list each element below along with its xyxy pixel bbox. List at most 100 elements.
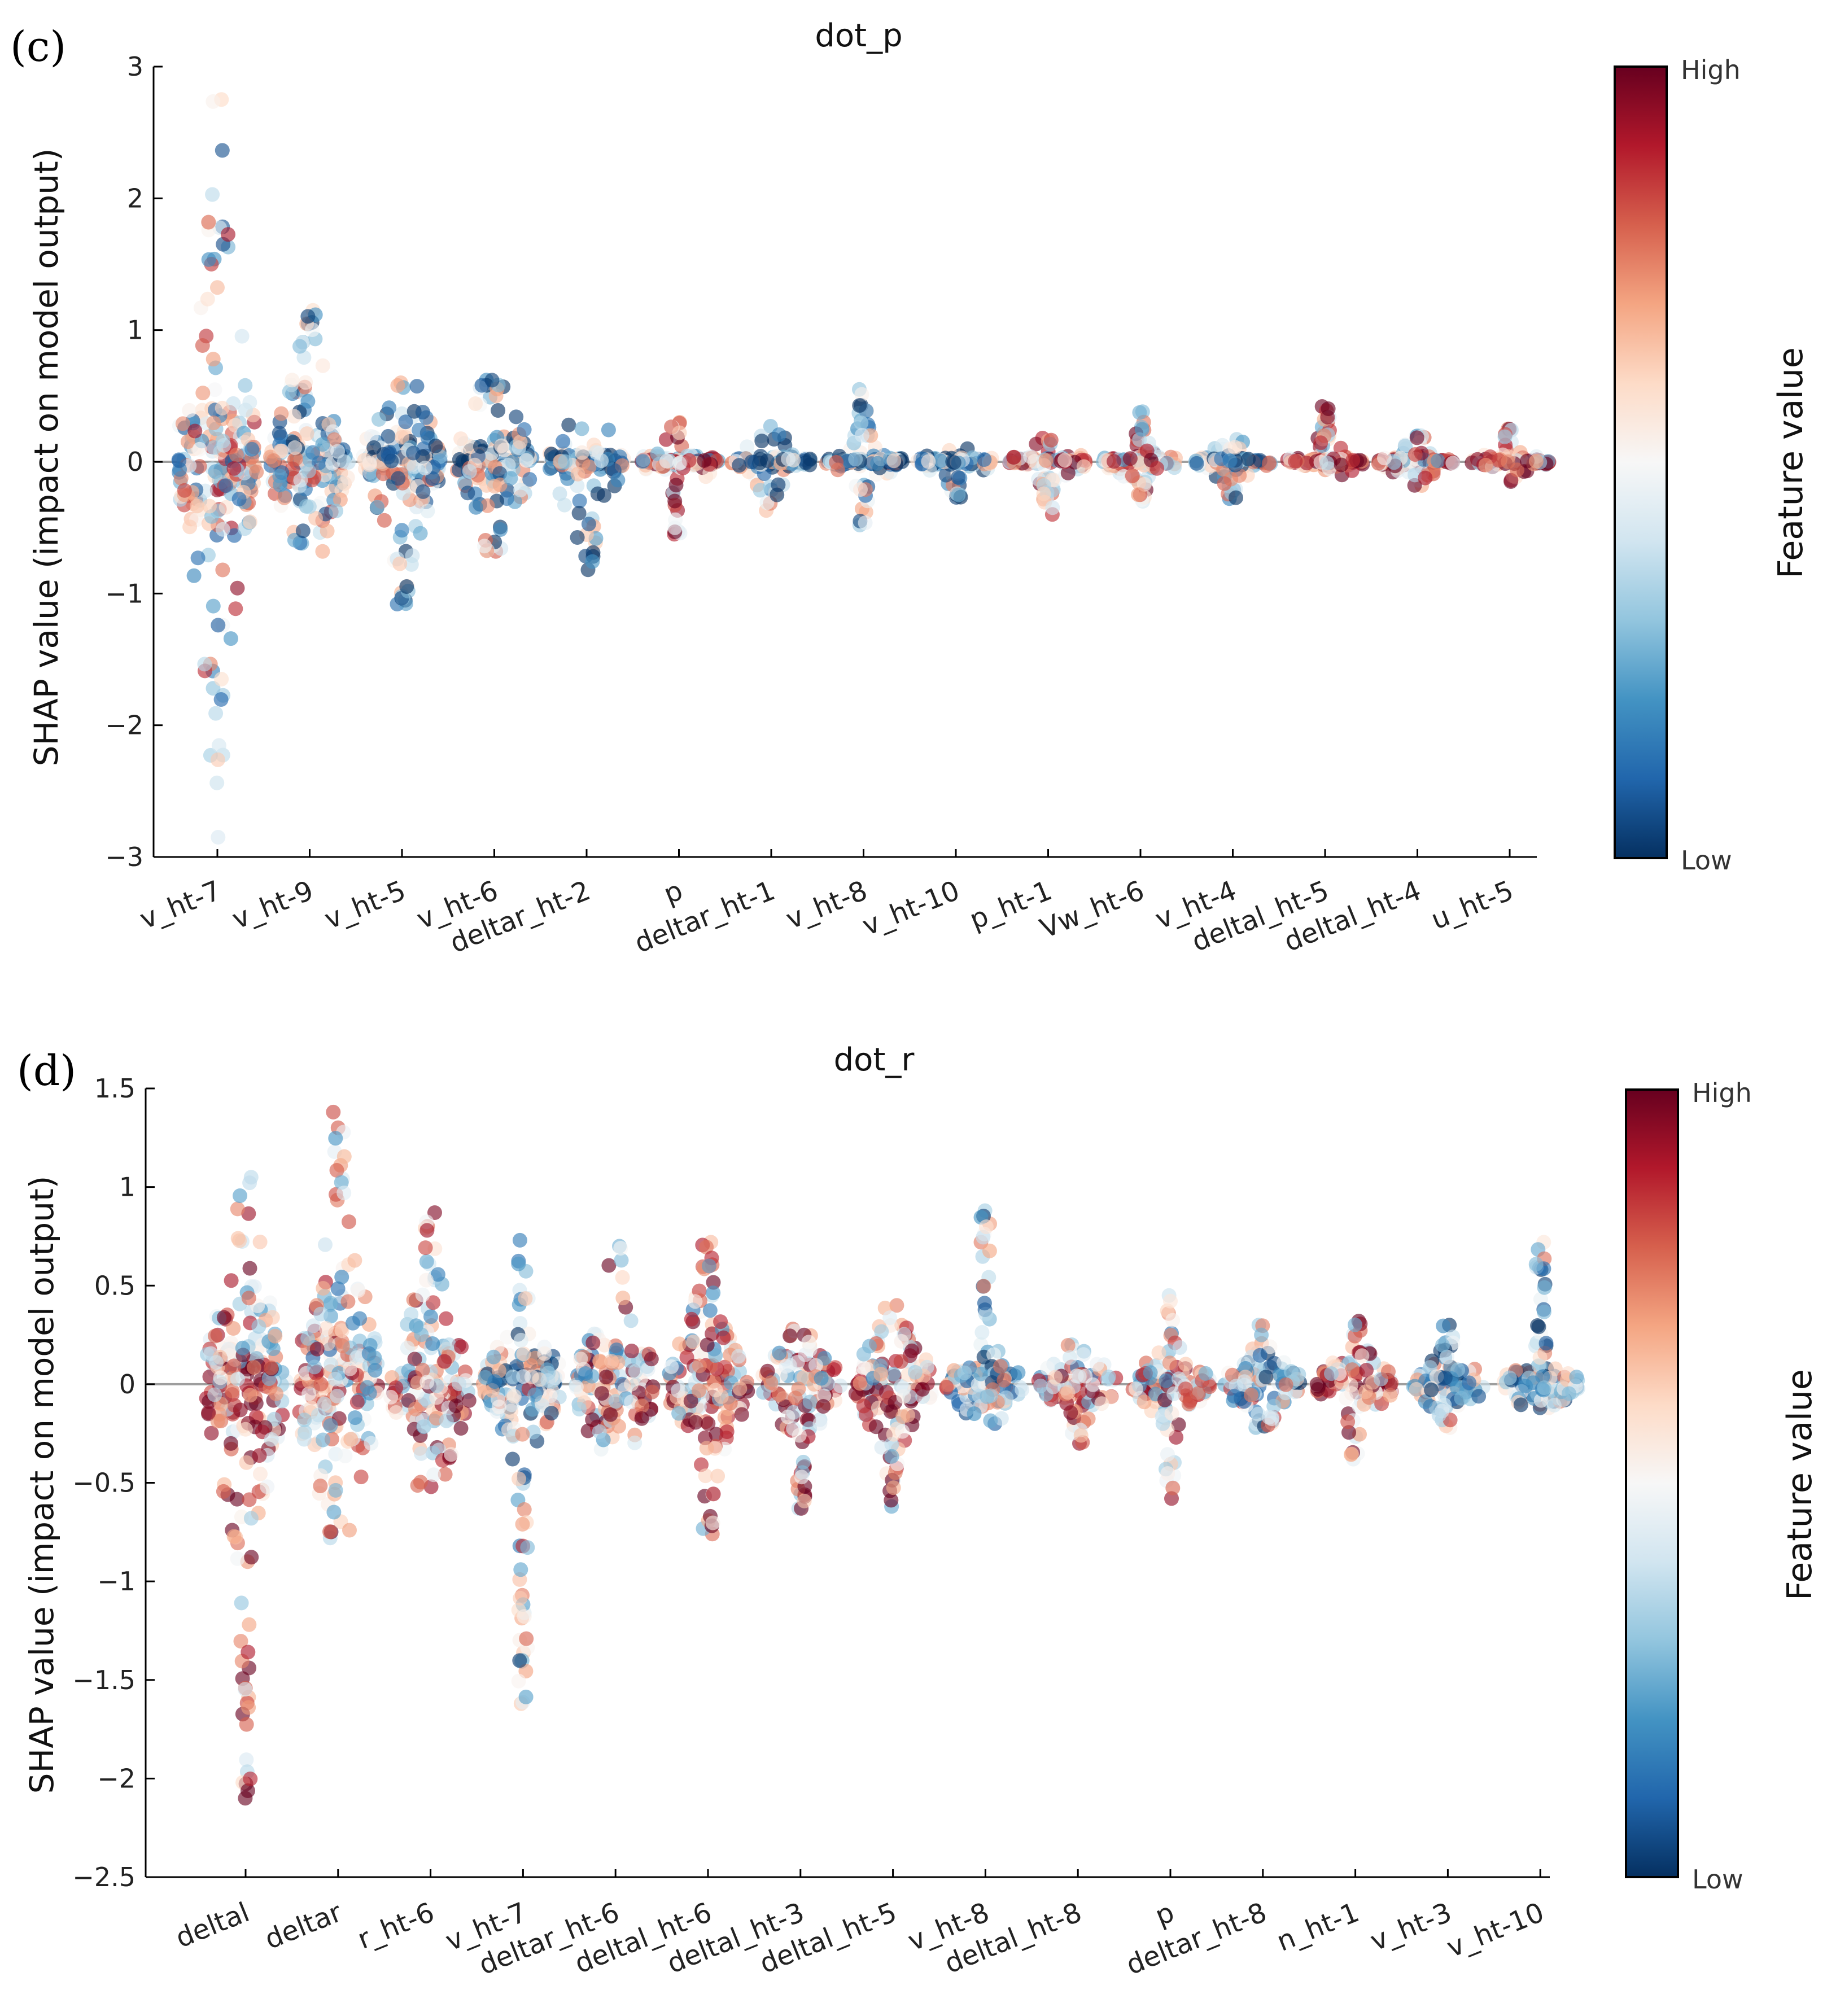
y-tick-label: 1 (119, 1172, 136, 1202)
shap-dot (1436, 1318, 1451, 1333)
shap-dot (512, 1471, 526, 1486)
shap-dot (1222, 453, 1238, 469)
shap-dot (603, 1407, 618, 1422)
shap-dot (1437, 1370, 1453, 1385)
shap-dot (731, 1349, 746, 1364)
shap-dot (244, 441, 260, 457)
shap-dot (779, 1359, 794, 1374)
shap-dot (708, 1383, 723, 1398)
shap-dot (313, 1306, 329, 1322)
shap-dot (697, 453, 712, 468)
shap-dot (229, 447, 244, 462)
shap-dot (210, 1414, 225, 1429)
shap-dot (425, 1336, 440, 1351)
shap-dot (1151, 1345, 1166, 1361)
shap-dot (209, 775, 225, 790)
shap-dot (615, 1291, 631, 1306)
shap-dot (513, 434, 528, 449)
shap-dot (364, 1436, 379, 1451)
shap-dot (229, 1492, 244, 1507)
shap-dot (802, 1394, 818, 1410)
shap-dot (453, 1421, 469, 1436)
shap-dot (428, 438, 443, 453)
y-tick-label: 1 (127, 315, 143, 346)
y-tick-label: −2 (105, 710, 143, 741)
shap-dot (272, 469, 287, 484)
shap-dot (244, 1550, 259, 1565)
shap-dot (408, 1401, 423, 1416)
shap-dot (889, 1298, 904, 1313)
shap-dot (305, 1318, 321, 1333)
shap-dot (644, 1384, 659, 1400)
shap-dot (342, 1214, 356, 1230)
y-tick-label: 3 (127, 51, 143, 82)
shap-dot (1345, 1362, 1360, 1377)
shap-dot (635, 1398, 649, 1414)
shap-dot (415, 1362, 430, 1377)
x-tick-label: deltal (171, 1896, 253, 1954)
shap-dot (209, 1355, 224, 1370)
shap-dot (1060, 465, 1076, 480)
shap-dot (1445, 456, 1461, 471)
shap-dot (334, 1323, 349, 1338)
shap-dot (230, 1551, 245, 1566)
shap-dot (527, 1387, 543, 1402)
shap-dot (1430, 453, 1445, 469)
shap-dot (977, 452, 992, 467)
shap-dot (509, 409, 524, 425)
shap-dot (594, 453, 609, 469)
shap-dot (404, 1307, 419, 1322)
shap-dot (884, 1449, 899, 1464)
shap-dot (856, 1346, 871, 1362)
y-tick-label: 0 (127, 447, 143, 477)
shap-dot (1518, 1379, 1533, 1394)
colorbar-high-label: High (1681, 55, 1741, 85)
shap-dot (326, 1505, 342, 1520)
shap-dot (1383, 1388, 1398, 1403)
shap-dot (330, 1281, 346, 1296)
shap-dot (1160, 1447, 1175, 1462)
shap-dot (1478, 457, 1493, 473)
shap-dot (1261, 456, 1277, 471)
shap-dot (882, 1310, 898, 1326)
shap-dot (439, 1311, 453, 1326)
shap-dot (614, 1253, 629, 1268)
shap-dot (706, 1275, 721, 1290)
shap-dot (454, 1339, 469, 1354)
shap-dot (413, 526, 428, 541)
shap-dot (856, 1360, 871, 1375)
shap-dot (796, 1454, 811, 1470)
shap-dot (300, 393, 316, 409)
shap-dot (601, 422, 616, 438)
shap-dot (624, 1344, 639, 1358)
shap-dot (1043, 432, 1059, 448)
shap-dot (201, 1405, 216, 1420)
shap-dot (592, 1424, 607, 1439)
shap-dot (921, 454, 936, 469)
shap-dot (333, 492, 348, 508)
shap-dot (426, 1295, 441, 1310)
colorbar-high-label: High (1692, 1078, 1752, 1108)
shap-dot (1227, 440, 1243, 455)
shap-dot (342, 1523, 357, 1538)
shap-dot (732, 458, 747, 473)
shap-dot (251, 1319, 266, 1334)
shap-dot (740, 439, 755, 454)
shap-dot (206, 94, 221, 109)
shap-dot (493, 522, 508, 537)
colorbar-low-label: Low (1681, 845, 1732, 876)
shap-dot (556, 434, 571, 449)
y-tick-label: 0 (119, 1369, 136, 1400)
shap-dot (1172, 1340, 1187, 1355)
shap-dot (615, 1270, 630, 1285)
shap-dot (377, 513, 392, 528)
shap-dot (893, 1354, 908, 1369)
shap-dot (537, 1346, 552, 1361)
shap-dot (1029, 436, 1044, 452)
shap-dot (513, 1332, 528, 1348)
shap-dot (1094, 1396, 1109, 1411)
shap-dot (1226, 1389, 1242, 1404)
shap-dot (330, 1388, 345, 1403)
shap-dot (996, 1372, 1012, 1388)
